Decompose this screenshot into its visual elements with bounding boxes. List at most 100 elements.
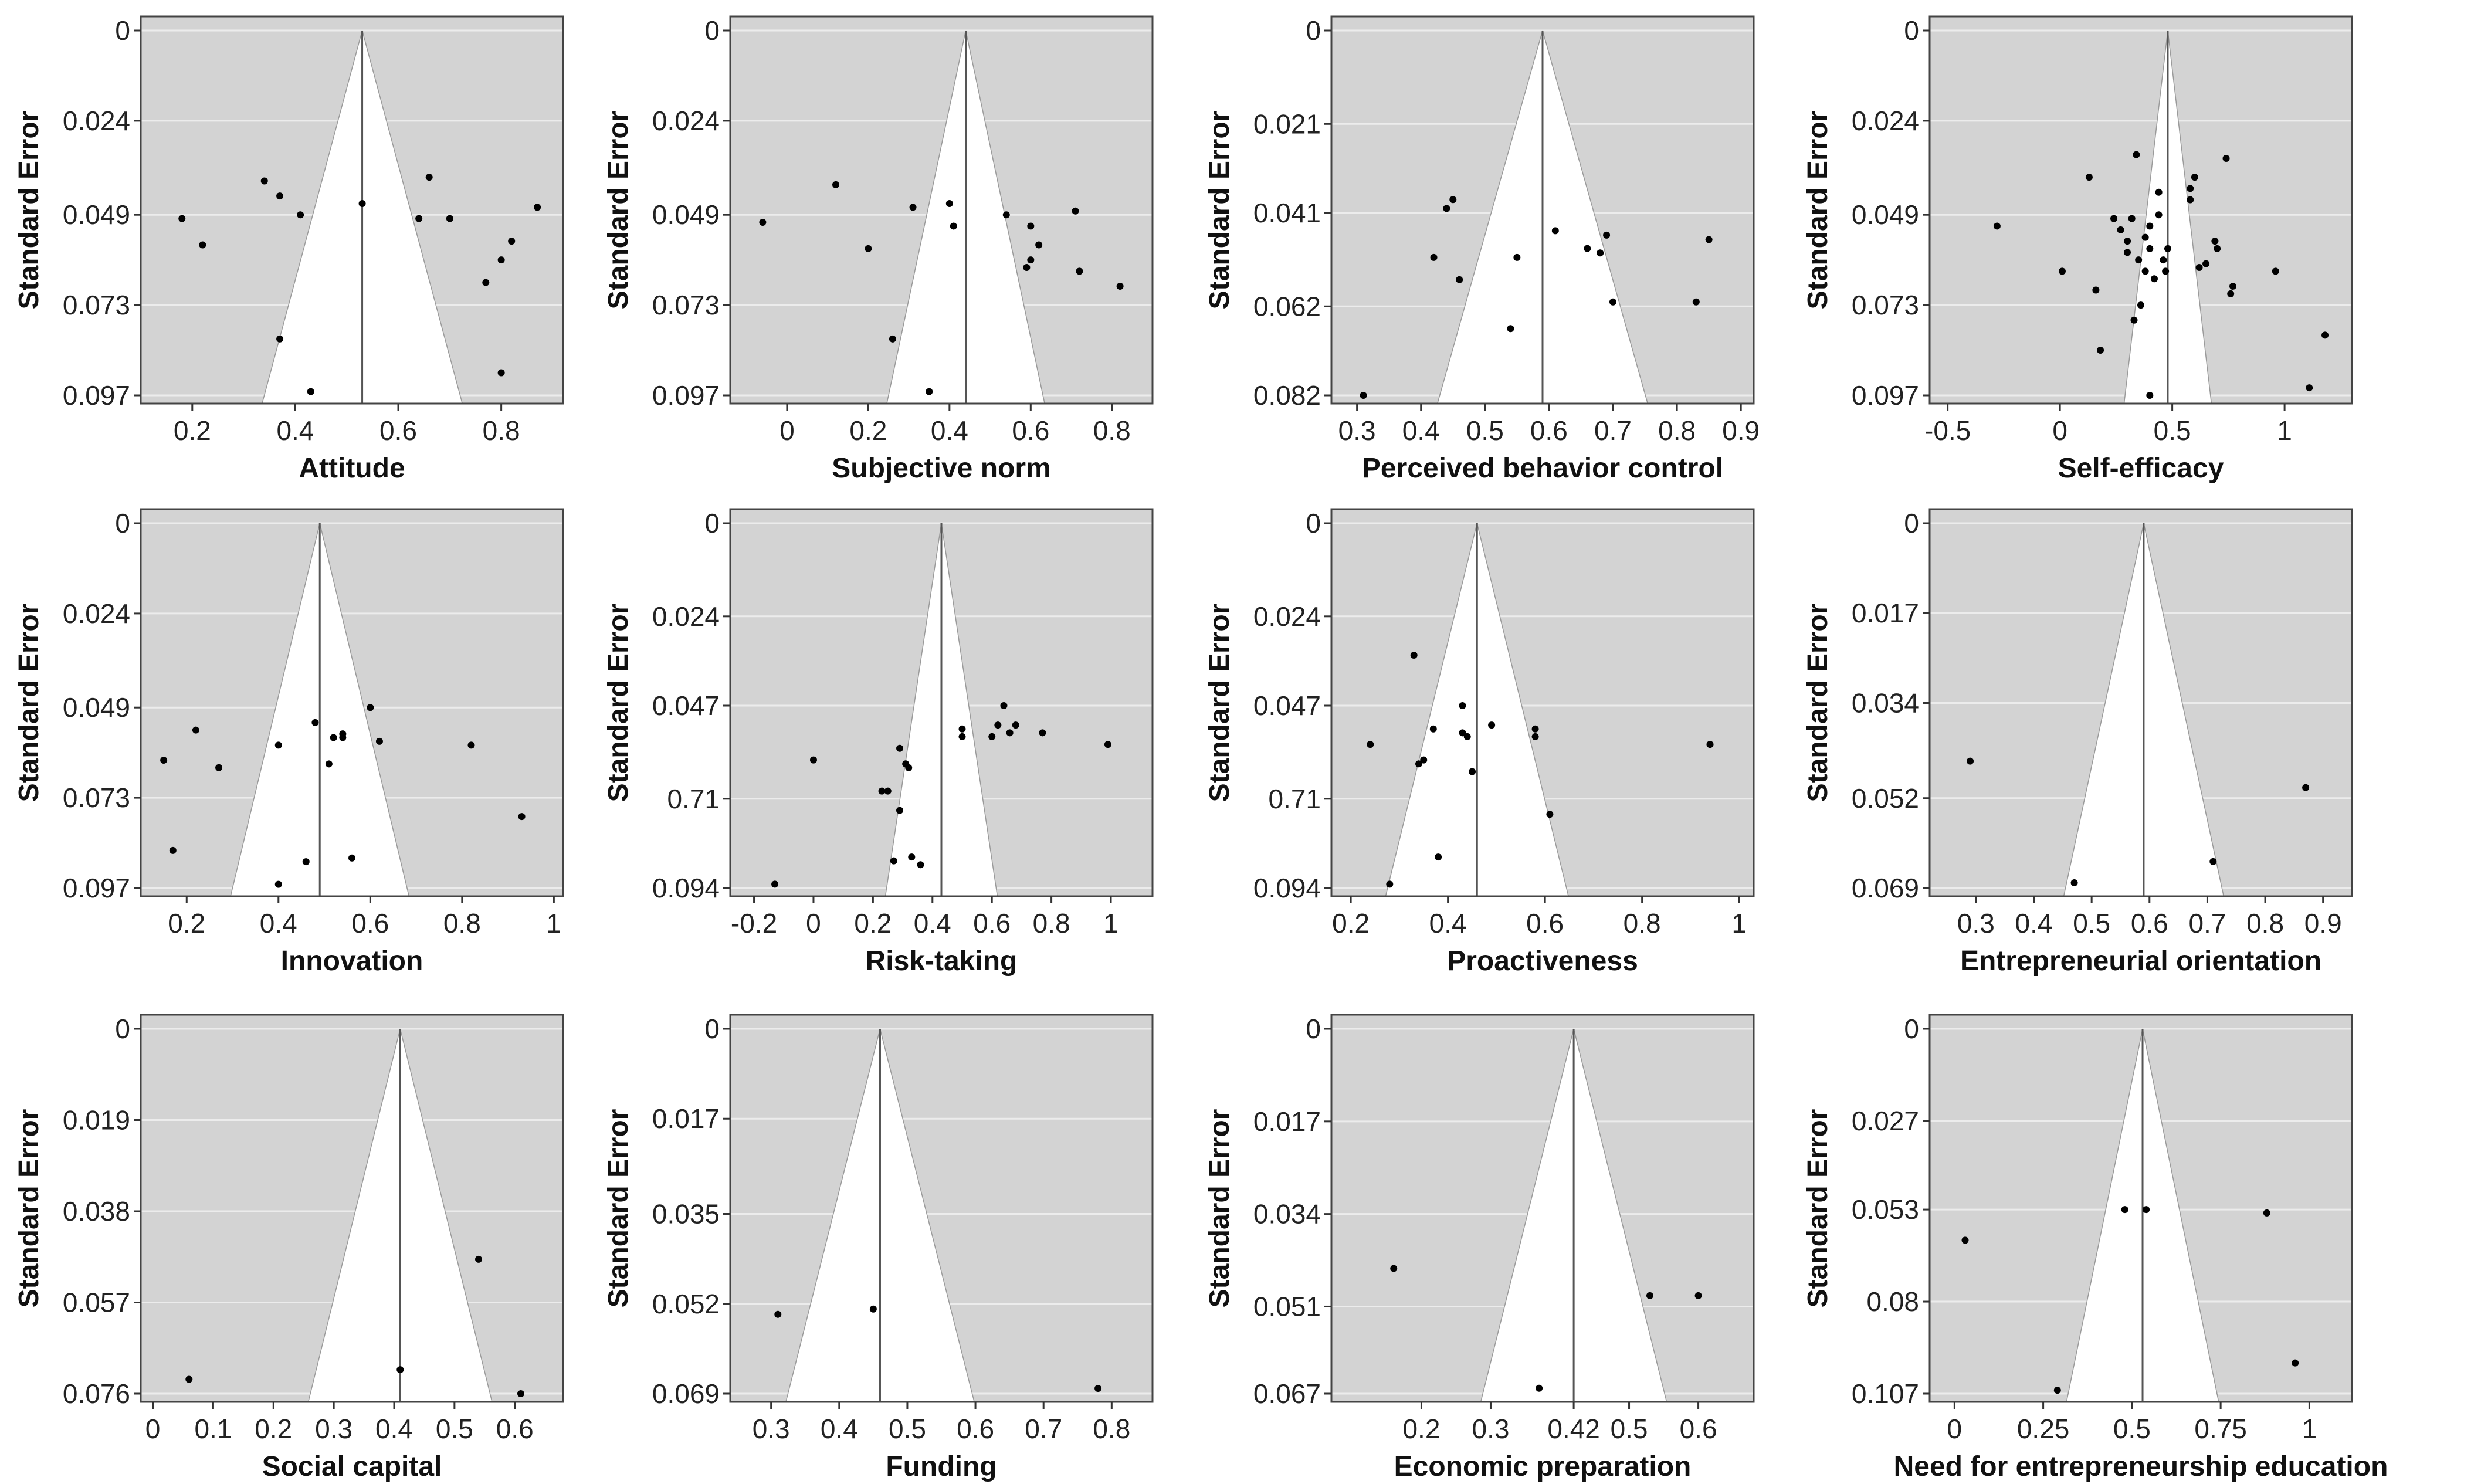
study-point <box>1449 196 1457 204</box>
study-point <box>1961 1236 1969 1244</box>
x-tick-label: 0.7 <box>2188 908 2226 938</box>
x-tick-label: 1 <box>2302 1414 2317 1444</box>
study-point <box>2195 263 2203 271</box>
panel-frame <box>1928 1014 2353 1403</box>
x-tick-label: 0 <box>145 1414 161 1444</box>
study-point <box>1104 741 1111 748</box>
study-point <box>1531 733 1539 740</box>
study-point <box>425 174 433 181</box>
funnel-edge-right <box>1476 523 1569 897</box>
study-point <box>908 853 916 861</box>
x-axis-label: Subjective norm <box>832 453 1050 484</box>
y-tick-label: 0.051 <box>1253 1291 1321 1322</box>
study-point <box>330 734 337 741</box>
study-point <box>1507 325 1514 333</box>
funnel-edge-left <box>230 523 320 897</box>
study-point <box>2053 1387 2061 1394</box>
study-point <box>1012 721 1019 729</box>
funnel-edge-left <box>2123 30 2168 404</box>
x-axis-label: Innovation <box>281 946 423 977</box>
panel-frame <box>729 15 1154 405</box>
x-tick-label: 0.8 <box>1658 415 1696 446</box>
x-tick-label: 0.25 <box>2017 1414 2070 1444</box>
study-point <box>2146 245 2154 252</box>
study-point <box>774 1310 782 1318</box>
funnel-panel-9: 0 0.019 0.038 0.057 0.076 0 0.1 0.2 0.3 0.4 0.5 0.6… <box>13 1014 564 1482</box>
y-tick-label: 0.097 <box>652 380 720 411</box>
study-point <box>475 1255 482 1263</box>
funnel-panel-12: 0 0.027 0.053 0.08 0.107 0 0.25 0.5 0.75 1 Need fo… <box>1802 1014 2388 1482</box>
x-tick-label: 0.6 <box>1530 415 1568 446</box>
study-point <box>2155 188 2163 196</box>
y-tick-label: 0.097 <box>1852 380 1919 411</box>
funnel-panel-1: 0 0.024 0.049 0.073 0.097 0.2 0.4 0.6 0.8 Attitud… <box>13 15 564 484</box>
study-point <box>1584 245 1591 252</box>
funnel-edge-right <box>2167 30 2212 404</box>
y-tick-label: 0.073 <box>652 290 720 320</box>
x-tick-label: 0.7 <box>1025 1414 1062 1444</box>
x-tick-label: 0.6 <box>351 908 389 938</box>
x-axis-label: Need for entrepreneurship education <box>1894 1451 2388 1482</box>
funnel-panel-3: 0 0.021 0.041 0.062 0.082 0.3 0.4 0.5 0.6 0.7 0.8 0… <box>1204 15 1760 484</box>
study-point <box>467 741 475 749</box>
x-tick-label: 0.5 <box>436 1414 473 1444</box>
x-tick-label: 0.8 <box>2246 908 2284 938</box>
funnel-edge-right <box>1573 1028 1667 1402</box>
study-point <box>178 215 186 222</box>
study-point <box>2187 196 2194 204</box>
y-tick-label: 0.069 <box>652 1378 720 1409</box>
study-point <box>415 215 423 222</box>
study-point <box>1705 236 1713 243</box>
study-point <box>896 744 904 752</box>
study-point <box>1463 733 1471 740</box>
study-point <box>508 238 516 245</box>
study-point <box>2141 233 2149 241</box>
funnel-edge-right <box>361 30 463 404</box>
study-point <box>1386 880 1394 888</box>
funnel-panel-7: 0 0.024 0.047 0.71 0.094 0.2 0.4 0.6 0.8 1 Proacti… <box>1204 508 1755 977</box>
funnel-edge-left <box>2063 523 2144 897</box>
y-tick-label: 0 <box>115 15 130 46</box>
study-point <box>1430 253 1438 261</box>
x-axis-label: Perceived behavior control <box>1362 453 1723 484</box>
study-point <box>2110 215 2118 222</box>
study-point <box>2124 238 2131 245</box>
study-point <box>1459 702 1466 709</box>
study-point <box>809 756 817 764</box>
study-point <box>325 760 333 768</box>
study-point <box>2187 185 2194 192</box>
y-tick-label: 0.107 <box>1852 1378 1919 1409</box>
x-tick-label: 0.4 <box>1402 415 1440 446</box>
x-tick-label: 0.3 <box>1472 1414 1509 1444</box>
funnel-panel-11: 0 0.017 0.034 0.051 0.067 0.2 0.3 0.42 0.5 0.6 Eco… <box>1204 1014 1755 1482</box>
study-point <box>2117 226 2124 233</box>
panel-frame <box>140 15 564 405</box>
x-tick-label: 1 <box>2277 415 2292 446</box>
study-point <box>1513 253 1521 261</box>
study-point <box>274 741 282 749</box>
y-tick-label: 0.052 <box>1852 783 1919 814</box>
study-point <box>917 861 924 869</box>
study-point <box>926 388 933 395</box>
funnel-edge-right <box>399 1028 493 1402</box>
x-tick-label: 0.4 <box>2015 908 2053 938</box>
x-axis-label: Social capital <box>262 1451 442 1482</box>
study-point <box>2211 238 2219 245</box>
study-point <box>958 725 966 733</box>
panel-frame <box>1330 15 1755 405</box>
y-axis-label: Standard Error <box>603 604 634 802</box>
study-point <box>1706 741 1714 748</box>
study-point <box>1002 211 1010 219</box>
y-tick-label: 0.024 <box>1253 601 1321 632</box>
y-tick-label: 0.024 <box>652 601 720 632</box>
study-point <box>884 787 892 795</box>
funnel-edge-right <box>879 1028 975 1402</box>
study-point <box>945 199 953 207</box>
y-tick-label: 0.049 <box>63 692 130 723</box>
x-tick-label: 0.5 <box>1611 1414 1648 1444</box>
y-tick-label: 0 <box>1306 15 1321 46</box>
study-point <box>2164 245 2171 252</box>
study-point <box>2214 245 2221 252</box>
y-tick-label: 0.049 <box>63 199 130 230</box>
y-axis-label: Standard Error <box>1204 604 1235 802</box>
